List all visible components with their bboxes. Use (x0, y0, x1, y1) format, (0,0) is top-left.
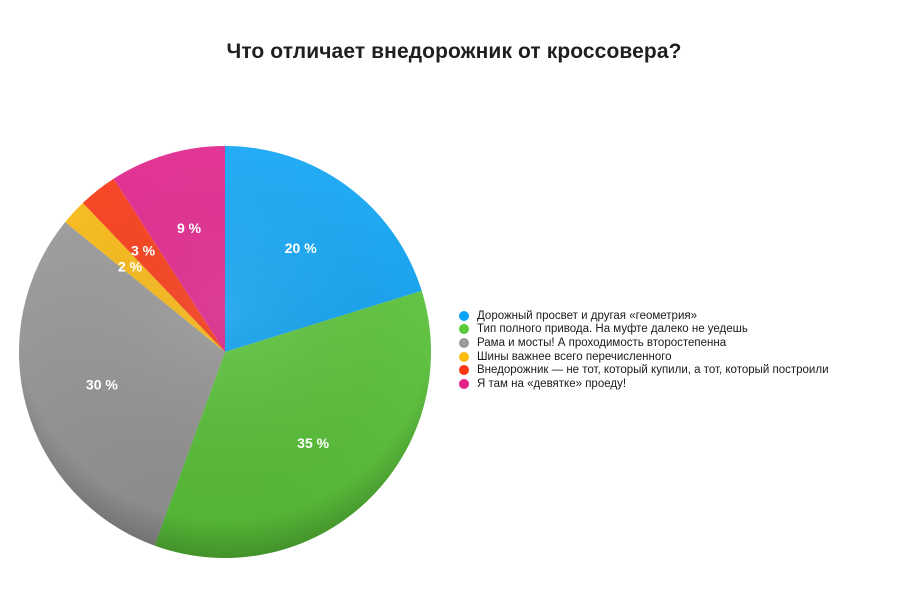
pie-slices (19, 146, 431, 558)
slice-value-label: 30 % (86, 377, 118, 393)
legend-dot-icon (459, 378, 469, 389)
legend-label: Рама и мосты! А проходимость второстепен… (477, 336, 727, 349)
legend-dot-icon (459, 365, 469, 376)
legend-dot-icon (459, 310, 469, 321)
legend-item: Дорожный просвет и другая «геометрия» (459, 309, 829, 323)
legend-item: Рама и мосты! А проходимость второстепен… (459, 336, 829, 350)
legend-item: Внедорожник — не тот, который купили, а … (459, 363, 829, 377)
slice-value-label: 9 % (177, 220, 202, 236)
legend-label: Тип полного привода. На муфте далеко не … (477, 323, 748, 336)
legend-item: Я там на «девятке» проеду! (459, 377, 829, 391)
legend-item: Тип полного привода. На муфте далеко не … (459, 323, 829, 337)
legend: Дорожный просвет и другая «геометрия» Ти… (459, 309, 829, 391)
slice-value-label: 2 % (118, 259, 143, 275)
legend-label: Шины важнее всего перечисленного (477, 350, 672, 363)
legend-dot-icon (459, 351, 469, 362)
legend-dot-icon (459, 337, 469, 348)
legend-dot-icon (459, 324, 469, 335)
slice-value-label: 3 % (131, 243, 156, 259)
legend-label: Внедорожник — не тот, который купили, а … (477, 364, 829, 377)
slice-value-label: 20 % (285, 240, 317, 256)
slice-value-label: 35 % (297, 435, 329, 451)
chart-title: Что отличает внедорожник от кроссовера? (226, 40, 682, 63)
legend-label: Дорожный просвет и другая «геометрия» (477, 309, 697, 322)
legend-item: Шины важнее всего перечисленного (459, 350, 829, 364)
pie-labels: 20 % 35 % 30 % 2 %3 % 9 % (86, 220, 330, 451)
legend-label: Я там на «девятке» проеду! (477, 377, 627, 390)
